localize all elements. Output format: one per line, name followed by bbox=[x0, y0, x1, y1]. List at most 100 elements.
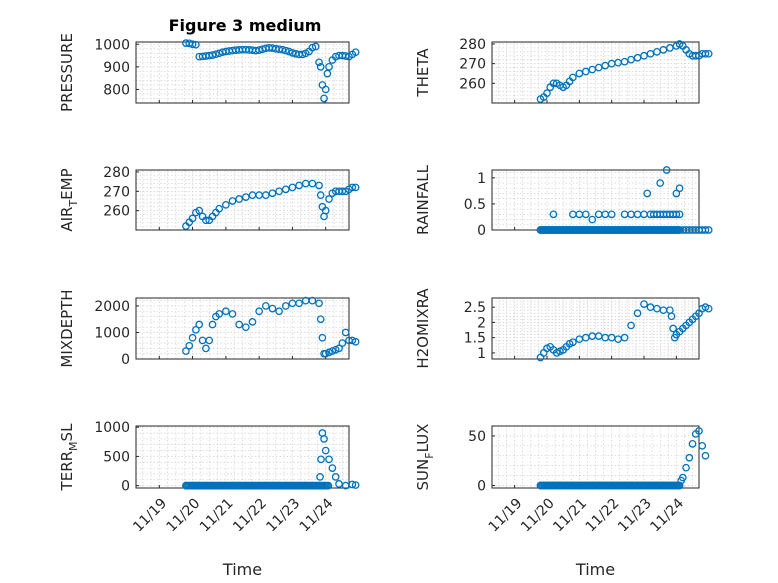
data-point bbox=[627, 321, 635, 330]
data-point bbox=[308, 296, 317, 305]
data-point bbox=[188, 214, 197, 223]
data-point bbox=[321, 206, 330, 215]
data-point bbox=[235, 320, 244, 329]
data-point bbox=[316, 473, 324, 481]
data-point bbox=[675, 226, 683, 234]
axes-frame bbox=[491, 297, 700, 360]
data-point bbox=[653, 304, 661, 313]
y-tick-label: 0 bbox=[477, 479, 486, 495]
data-point bbox=[261, 191, 270, 200]
x-tick-label: 11/19 bbox=[486, 496, 526, 536]
data-point bbox=[248, 318, 257, 326]
data-point bbox=[278, 45, 287, 54]
data-point bbox=[348, 183, 357, 192]
data-point bbox=[325, 455, 333, 464]
y-tick-label: 500 bbox=[103, 449, 130, 465]
y-tick-label: 1000 bbox=[94, 37, 130, 53]
y-tick-label: 280 bbox=[459, 37, 486, 53]
data-point bbox=[202, 344, 210, 353]
data-point bbox=[295, 181, 303, 190]
data-point bbox=[348, 480, 357, 489]
data-point bbox=[351, 481, 360, 489]
data-point bbox=[192, 40, 200, 49]
data-point bbox=[321, 446, 330, 455]
data-point bbox=[315, 181, 323, 190]
data-point bbox=[704, 226, 713, 234]
y-tick-label: 2000 bbox=[94, 299, 130, 315]
x-tick-label: 11/22 bbox=[230, 496, 270, 536]
data-point bbox=[316, 63, 325, 71]
x-tick-label: 11/23 bbox=[615, 496, 655, 536]
x-tick-label: 11/24 bbox=[297, 495, 337, 535]
y-axis-label: RAINFALL bbox=[414, 164, 432, 235]
data-point bbox=[255, 46, 263, 54]
subplot-mixdepth: 0 1000 2000 MIXDEPTH bbox=[58, 289, 360, 368]
data-point bbox=[675, 184, 684, 193]
data-point bbox=[208, 320, 217, 329]
y-tick-label: 1 bbox=[477, 171, 486, 187]
y-tick-label: 260 bbox=[459, 76, 486, 92]
data-point bbox=[317, 455, 325, 464]
data-point bbox=[215, 204, 224, 213]
y-tick-label: 0 bbox=[477, 223, 486, 239]
y-axis-label: PRESSURE bbox=[58, 33, 76, 112]
x-axis-label: Time bbox=[575, 560, 615, 579]
x-tick-label: 11/20 bbox=[164, 496, 204, 536]
y-tick-label: 0 bbox=[121, 352, 130, 368]
data-point bbox=[662, 166, 671, 174]
y-tick-label: 50 bbox=[468, 429, 486, 445]
y-axis-label: TERRMSL bbox=[58, 423, 80, 492]
data-point bbox=[235, 195, 244, 203]
y-axis-label: H2OMIXRA bbox=[414, 288, 432, 369]
y-axis-label: AIRTEMP bbox=[58, 168, 80, 231]
data-point bbox=[607, 210, 616, 219]
data-point bbox=[315, 299, 323, 308]
data-point bbox=[311, 42, 320, 51]
y-tick-label: 260 bbox=[103, 204, 130, 220]
data-point bbox=[182, 347, 190, 355]
data-point bbox=[188, 40, 197, 49]
data-point bbox=[335, 480, 343, 488]
data-point bbox=[192, 325, 200, 334]
data-point bbox=[275, 187, 283, 196]
data-point bbox=[320, 435, 328, 443]
axes-frame bbox=[491, 41, 700, 104]
data-point bbox=[298, 50, 307, 59]
data-point bbox=[643, 189, 652, 198]
y-tick-label: 2 bbox=[477, 315, 486, 331]
data-point bbox=[318, 333, 327, 342]
x-tick-label: 11/22 bbox=[583, 496, 623, 536]
data-point bbox=[185, 341, 194, 350]
data-point bbox=[620, 57, 629, 66]
data-point bbox=[588, 215, 597, 224]
data-point bbox=[228, 197, 237, 205]
data-point bbox=[682, 463, 690, 472]
data-point bbox=[323, 69, 332, 78]
data-point bbox=[241, 323, 250, 332]
data-point bbox=[536, 353, 545, 362]
y-tick-label: 1000 bbox=[94, 420, 130, 436]
data-point bbox=[198, 336, 207, 345]
data-point bbox=[669, 324, 677, 333]
data-point bbox=[701, 49, 710, 58]
data-point bbox=[338, 187, 347, 196]
data-point bbox=[328, 464, 337, 472]
data-point bbox=[195, 320, 204, 329]
data-point bbox=[325, 195, 333, 203]
data-point bbox=[268, 304, 277, 313]
x-tick-label: 11/20 bbox=[518, 496, 558, 536]
data-point bbox=[308, 179, 317, 188]
data-point bbox=[704, 49, 713, 58]
data-point bbox=[695, 427, 703, 435]
data-point bbox=[549, 210, 558, 219]
data-point bbox=[324, 481, 333, 490]
y-tick-label: 1 bbox=[477, 346, 486, 362]
data-point bbox=[215, 310, 224, 318]
subplot-theta: 260 270 280 THETA bbox=[414, 37, 713, 104]
data-point bbox=[640, 300, 648, 308]
data-point bbox=[335, 344, 343, 353]
